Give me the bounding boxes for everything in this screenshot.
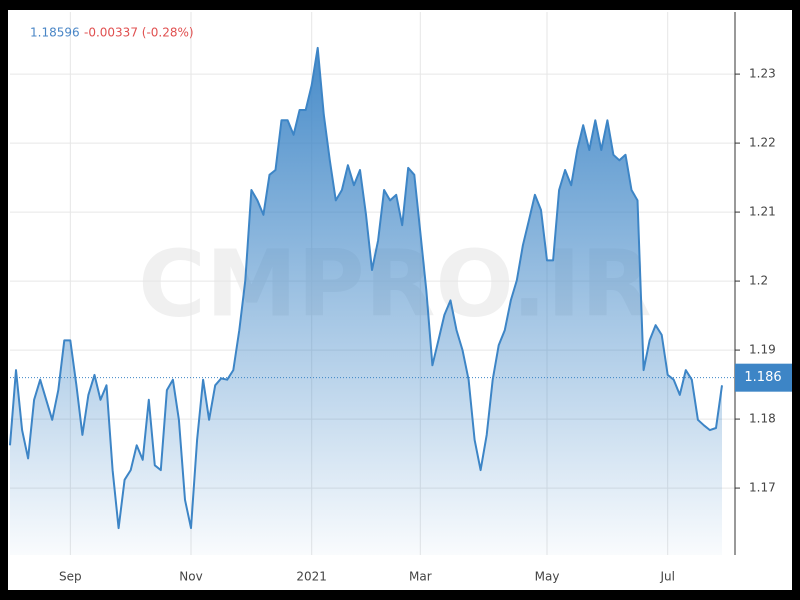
y-tick-label: 1.22: [749, 136, 776, 150]
y-tick-label: 1.23: [749, 67, 776, 81]
x-tick-label: Nov: [179, 570, 202, 584]
current-label: 1.186: [744, 370, 781, 385]
x-tick-label: May: [535, 570, 560, 584]
x-tick-label: 2021: [296, 570, 327, 584]
x-tick-label: Jul: [659, 570, 674, 584]
change: -0.00337 (-0.28%): [84, 26, 194, 40]
y-tick-label: 1.21: [749, 205, 776, 219]
x-tick-label: Sep: [59, 570, 82, 584]
price: 1.18596: [30, 26, 80, 40]
current-box: [735, 363, 792, 392]
x-tick-label: Mar: [409, 570, 432, 584]
y-tick-label: 1.2: [749, 274, 768, 288]
y-tick-label: 1.19: [749, 343, 776, 357]
plot: [9, 12, 735, 556]
y-tick-label: 1.18: [749, 412, 776, 426]
y-tick-label: 1.17: [749, 481, 776, 495]
line: [9, 46, 723, 530]
area: [10, 47, 722, 556]
